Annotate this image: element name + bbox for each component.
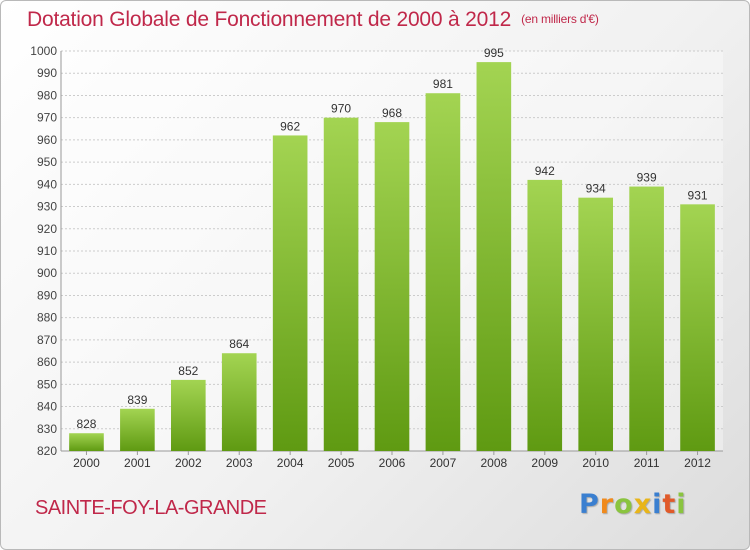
- x-tick-label: 2002: [175, 456, 202, 470]
- x-tick-label: 2000: [73, 456, 100, 470]
- proxiti-logo: Proxiti: [579, 489, 687, 520]
- bar-value-label: 852: [178, 364, 198, 378]
- chart-title: Dotation Globale de Fonctionnement de 20…: [27, 8, 599, 32]
- y-tick-label: 820: [37, 444, 57, 458]
- y-tick-label: 850: [37, 377, 57, 391]
- y-tick-label: 840: [37, 400, 57, 414]
- bar: [272, 135, 308, 451]
- x-tick-label: 2008: [480, 456, 507, 470]
- x-tick-label: 2004: [277, 456, 304, 470]
- bar-value-label: 939: [637, 171, 657, 185]
- bar: [221, 353, 257, 451]
- y-tick-label: 870: [37, 333, 57, 347]
- x-tick-label: 2003: [226, 456, 253, 470]
- y-tick-label: 950: [37, 155, 57, 169]
- bar: [120, 408, 155, 451]
- logo-letter: r: [599, 489, 615, 520]
- bar: [578, 197, 614, 451]
- bar: [323, 117, 359, 452]
- logo-letter: P: [579, 489, 600, 520]
- bar-value-label: 931: [688, 188, 708, 202]
- chart-subtitle: (en milliers d'€): [521, 12, 599, 26]
- x-tick-label: 2006: [379, 456, 406, 470]
- bar-value-label: 968: [382, 106, 402, 120]
- city-name: SAINTE-FOY-LA-GRANDE: [35, 497, 267, 519]
- y-tick-label: 930: [37, 200, 57, 214]
- x-tick-label: 2001: [124, 456, 151, 470]
- bar-value-label: 942: [535, 164, 555, 178]
- bar: [476, 62, 512, 451]
- y-tick-label: 980: [37, 88, 57, 102]
- bar-value-label: 970: [331, 102, 351, 116]
- y-tick-label: 960: [37, 133, 57, 147]
- y-tick-label: 900: [37, 266, 57, 280]
- logo-letter: t: [662, 489, 677, 520]
- bar-value-label: 962: [280, 119, 300, 133]
- y-tick-label: 880: [37, 311, 57, 325]
- y-tick-label: 940: [37, 177, 57, 191]
- y-tick-label: 1000: [30, 44, 57, 58]
- bar-value-label: 864: [229, 337, 249, 351]
- y-tick-label: 830: [37, 422, 57, 436]
- y-tick-label: 860: [37, 355, 57, 369]
- y-tick-label: 970: [37, 111, 57, 125]
- x-tick-label: 2005: [328, 456, 355, 470]
- x-tick-label: 2011: [634, 456, 660, 470]
- x-tick-label: 2007: [430, 456, 457, 470]
- bar: [629, 186, 664, 452]
- bar-value-label: 995: [484, 46, 504, 60]
- bar-value-label: 828: [76, 417, 96, 431]
- bar-value-label: 934: [586, 182, 606, 196]
- chart-title-text: Dotation Globale de Fonctionnement de 20…: [27, 8, 512, 31]
- y-tick-label: 890: [37, 288, 57, 302]
- bar: [69, 433, 104, 451]
- bar: [374, 122, 410, 451]
- bar: [425, 93, 461, 451]
- bar: [170, 379, 206, 451]
- bar: [680, 204, 715, 451]
- bar: [527, 179, 563, 451]
- y-tick-label: 910: [37, 244, 57, 258]
- x-tick-label: 2012: [684, 456, 711, 470]
- bar-value-label: 839: [127, 393, 147, 407]
- bar-value-label: 981: [433, 77, 453, 91]
- x-tick-label: 2009: [531, 456, 558, 470]
- x-tick-label: 2010: [582, 456, 609, 470]
- logo-letter: i: [676, 489, 687, 520]
- y-tick-label: 920: [37, 222, 57, 236]
- logo-letter: x: [633, 489, 653, 520]
- logo-letter: i: [652, 489, 663, 520]
- logo-letter: o: [614, 489, 634, 520]
- y-tick-label: 990: [37, 66, 57, 80]
